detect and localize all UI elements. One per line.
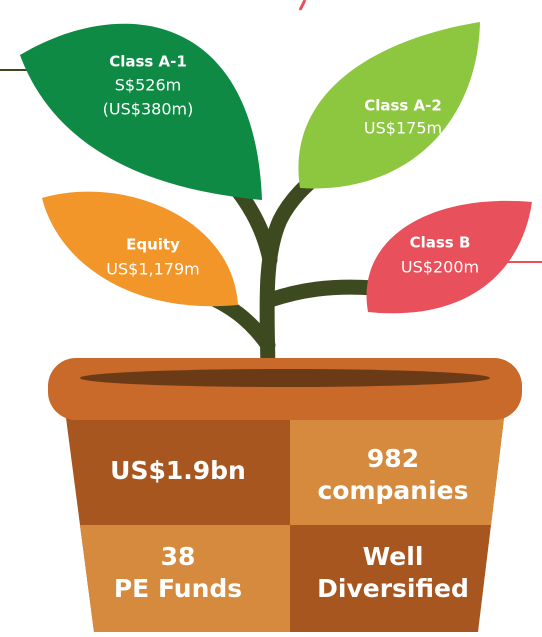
infographic: Class A-1 S$526m (US$380m) Class A-2 US$…	[0, 0, 542, 637]
leaf-value: S$526m	[115, 76, 181, 95]
pot-text: 982	[367, 444, 419, 473]
pot-opening	[80, 369, 490, 387]
pot-text: companies	[317, 476, 468, 505]
pot-text: US$1.9bn	[110, 456, 246, 485]
leaf-value: (US$380m)	[103, 100, 194, 119]
pot-text: Diversified	[317, 574, 469, 603]
leaf-value: US$200m	[401, 258, 479, 277]
leaf-title: Equity	[126, 236, 180, 254]
leaf-value: US$175m	[364, 119, 442, 138]
connector	[300, 0, 305, 10]
leaf-value: US$1,179m	[106, 260, 199, 279]
leaf-title: Class A-1	[109, 53, 187, 71]
leaf-title: Class B	[410, 234, 471, 252]
pot-rim	[48, 358, 522, 420]
leaf-title: Class A-2	[364, 97, 442, 115]
pot-text: 38	[161, 542, 196, 571]
pot-text: Well	[363, 542, 424, 571]
pot-text: PE Funds	[114, 574, 242, 603]
